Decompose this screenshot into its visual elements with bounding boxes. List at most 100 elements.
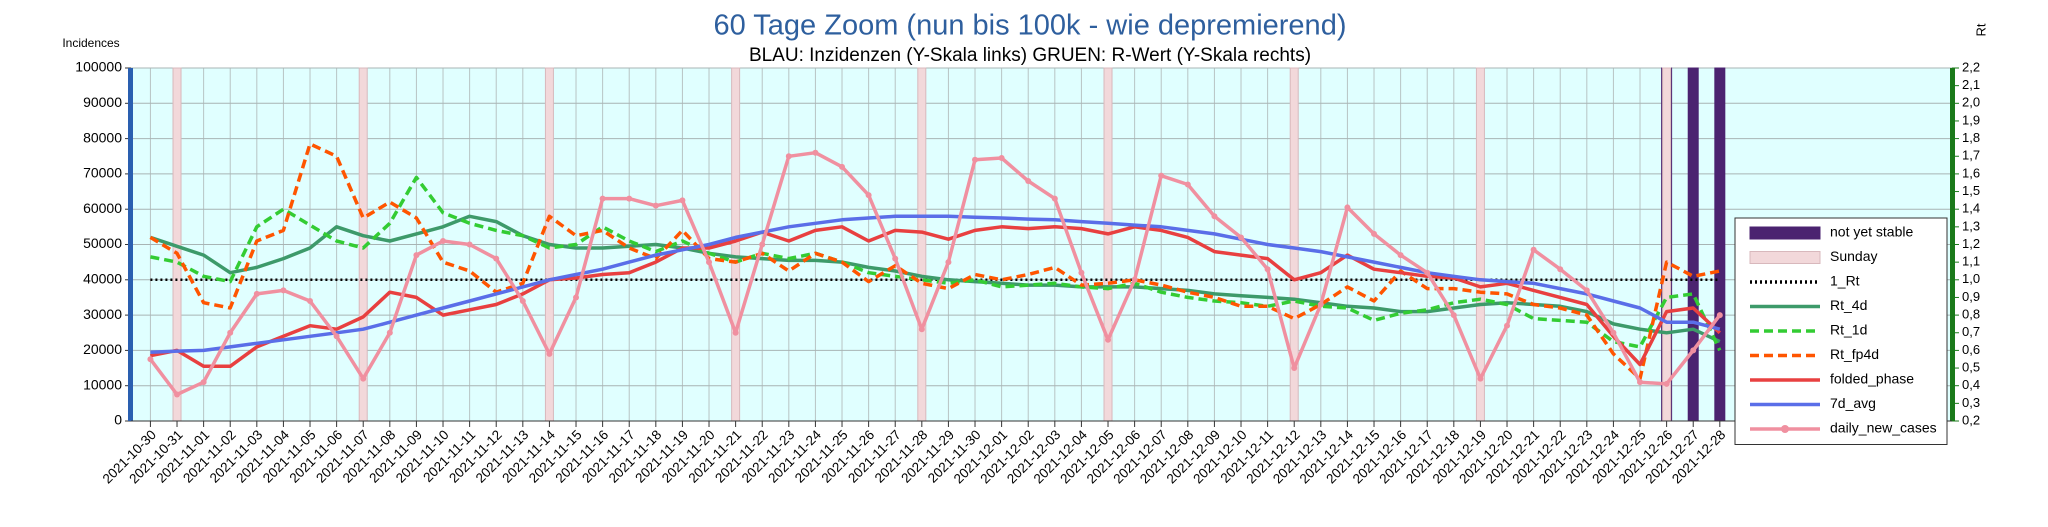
point — [200, 379, 207, 386]
point — [440, 237, 447, 244]
point — [706, 259, 713, 266]
y-tick-label: 20000 — [83, 341, 122, 357]
bar — [1662, 67, 1672, 422]
point — [599, 195, 606, 202]
point — [652, 202, 659, 209]
point — [1105, 336, 1112, 343]
y2-tick-label: 1,9 — [1962, 112, 1980, 127]
series-line — [149, 214, 1721, 344]
y2-tick-label: 1,4 — [1962, 201, 1980, 216]
point — [227, 329, 234, 336]
y2-tick-label: 1,0 — [1962, 271, 1980, 286]
y-axis-label: Incidences — [62, 36, 119, 50]
point — [466, 241, 473, 248]
point — [519, 297, 526, 304]
chart-title: 60 Tage Zoom (nun bis 100k - wie depremi… — [714, 10, 1347, 42]
legend-marker — [1781, 425, 1789, 433]
bar — [1714, 67, 1726, 422]
y-tick-label: 10000 — [83, 376, 122, 392]
legend-label: not yet stable — [1830, 224, 1913, 240]
point — [972, 156, 979, 163]
chart-subtitle: BLAU: Inzidenzen (Y-Skala links) GRUEN: … — [749, 45, 1311, 66]
point — [1504, 322, 1511, 329]
legend-label: Sunday — [1830, 248, 1877, 264]
point — [1184, 181, 1191, 188]
y2-tick-label: 2,2 — [1962, 59, 1980, 74]
point — [1078, 269, 1085, 276]
point — [732, 329, 739, 336]
point — [626, 195, 633, 202]
legend-label: 7d_avg — [1830, 395, 1876, 411]
point — [679, 197, 686, 204]
point — [360, 375, 367, 382]
point — [546, 350, 553, 357]
point — [1291, 365, 1298, 372]
y-tick-label: 40000 — [83, 271, 122, 287]
point — [174, 391, 181, 398]
y2-tick-label: 1,1 — [1962, 254, 1980, 269]
point — [918, 326, 925, 333]
y2-tick-label: 1,2 — [1962, 236, 1980, 251]
point — [280, 287, 287, 294]
series-line — [150, 225, 1721, 369]
point — [759, 241, 766, 248]
point — [147, 356, 154, 363]
point — [1317, 301, 1324, 308]
y2-tick-label: 0,9 — [1962, 289, 1980, 304]
y2-tick-label: 1,6 — [1962, 165, 1980, 180]
point — [1557, 266, 1564, 273]
y2-tick-label: 1,7 — [1962, 148, 1980, 163]
point — [493, 255, 500, 262]
point — [1610, 329, 1617, 336]
y-tick-label: 100000 — [75, 59, 122, 75]
y2-axis-label: Rt — [1973, 23, 1988, 36]
point — [1238, 234, 1245, 241]
bar — [731, 67, 741, 422]
point — [1397, 252, 1404, 259]
point — [1131, 276, 1138, 283]
legend-label: daily_new_cases — [1830, 420, 1937, 436]
bar — [1103, 67, 1113, 422]
right-axis — [1950, 68, 1955, 421]
y2-tick-label: 2,1 — [1962, 77, 1980, 92]
point — [333, 333, 340, 340]
point — [1663, 380, 1670, 387]
point — [386, 329, 393, 336]
y2-tick-label: 1,5 — [1962, 183, 1980, 198]
point — [1025, 177, 1032, 184]
legend-label: Rt_fp4d — [1830, 346, 1879, 362]
y-tick-label: 80000 — [83, 129, 122, 145]
point — [1450, 312, 1457, 319]
legend-swatch — [1749, 226, 1821, 240]
left-axis — [128, 68, 133, 421]
point — [253, 290, 260, 297]
legend-swatch — [1749, 251, 1821, 264]
series-line — [150, 175, 1722, 352]
y2-tick-label: 1,3 — [1962, 218, 1980, 233]
y2-tick-label: 0,2 — [1962, 412, 1980, 427]
point — [307, 297, 314, 304]
series-line — [150, 214, 1721, 354]
point — [1264, 266, 1271, 273]
bar — [1687, 67, 1699, 422]
point — [1424, 269, 1431, 276]
point — [812, 149, 819, 156]
bar — [917, 67, 927, 422]
y-tick-label: 60000 — [83, 200, 122, 216]
y-tick-label: 30000 — [83, 306, 122, 322]
point — [1530, 246, 1537, 253]
point — [1477, 375, 1484, 382]
y2-tick-label: 0,4 — [1962, 377, 1980, 392]
point — [1583, 287, 1590, 294]
y2-tick-label: 0,6 — [1962, 342, 1980, 357]
point — [1716, 312, 1723, 319]
point — [1344, 204, 1351, 211]
legend-label: folded_phase — [1830, 371, 1914, 387]
point — [945, 259, 952, 266]
legend-label: Rt_1d — [1830, 322, 1867, 338]
point — [573, 294, 580, 301]
legend-label: Rt_4d — [1830, 297, 1867, 313]
point — [1637, 379, 1644, 386]
point — [1690, 347, 1697, 354]
